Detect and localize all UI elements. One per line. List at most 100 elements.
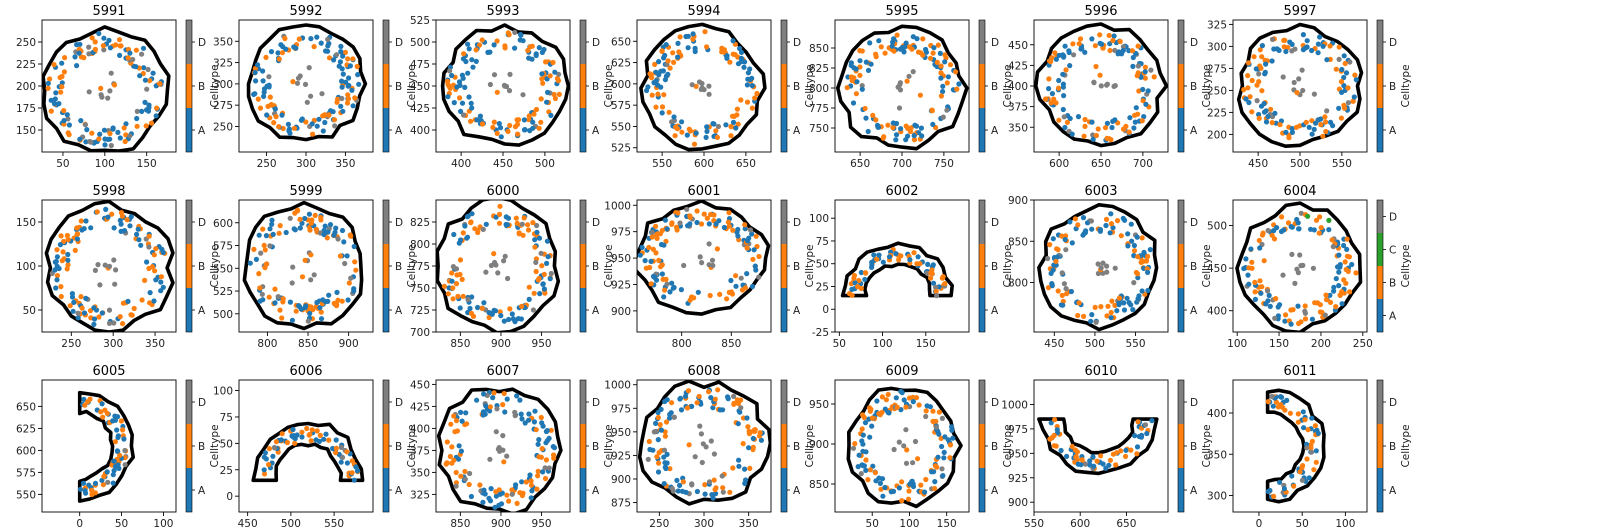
cell-point-B [261, 471, 268, 477]
cell-point-D [939, 415, 946, 421]
cell-point-B [918, 482, 924, 488]
cell-point-A [252, 91, 258, 97]
axes-frame [834, 379, 970, 513]
cell-point-A [938, 75, 944, 81]
cell-point-B [923, 476, 929, 483]
cell-point-A [1056, 52, 1062, 58]
cell-point-A [1141, 114, 1147, 120]
cell-point-B [1323, 128, 1329, 135]
cell-point-B [1279, 214, 1285, 220]
cell-point-A [911, 133, 917, 139]
cell-point-B [1120, 126, 1127, 132]
cell-point-A [338, 103, 344, 109]
cell-point-B [923, 408, 929, 414]
cell-point-A [1109, 124, 1115, 131]
cell-point-B [890, 125, 896, 131]
cell-point-B [538, 96, 544, 102]
colorbar-tick-label: D [793, 397, 801, 409]
cell-point-A [498, 313, 504, 319]
cell-point-B [747, 465, 753, 471]
plot-area [1037, 417, 1159, 476]
cell-point-A [1315, 41, 1321, 47]
cell-point-D [311, 272, 317, 278]
cell-point-A [1083, 228, 1089, 234]
colorbar-segment-B [186, 64, 192, 108]
cell-point-A [544, 238, 551, 244]
cell-point-B [98, 409, 104, 415]
y-tick-label: 200 [1207, 129, 1227, 141]
cell-point-B [663, 238, 669, 244]
cell-point-B [1107, 47, 1113, 54]
cell-point-D [88, 139, 94, 145]
cell-point-A [1121, 300, 1127, 306]
colorbar-label: Celltype [1201, 244, 1213, 287]
cell-point-D [940, 114, 946, 120]
cell-point-B [915, 456, 921, 462]
cell-point-B [1131, 248, 1138, 254]
cell-point-D [107, 88, 113, 94]
cell-point-B [1047, 59, 1054, 65]
cell-point-B [1327, 299, 1334, 305]
cell-point-D [1098, 83, 1104, 89]
cell-point-A [1111, 33, 1117, 39]
cell-point-D [1289, 251, 1295, 257]
cell-point-B [881, 134, 887, 140]
cell-point-B [899, 479, 905, 485]
cell-point-A [1090, 454, 1096, 460]
axes-frame [238, 379, 374, 513]
cell-point-A [918, 125, 925, 131]
colorbar-frame [579, 199, 587, 333]
cell-point-B [454, 272, 460, 278]
cell-point-A [703, 134, 709, 140]
cell-point-A [898, 388, 904, 394]
cell-point-A [678, 287, 685, 293]
cell-point-A [863, 449, 869, 455]
colorbar-label: Celltype [603, 64, 615, 107]
cell-point-A [325, 43, 331, 49]
cell-point-B [536, 454, 542, 460]
cell-point-A [481, 391, 487, 397]
cell-point-A [876, 38, 882, 44]
panel-title: 6004 [1283, 184, 1316, 199]
cell-point-D [1256, 71, 1262, 77]
cell-point-A [942, 434, 948, 440]
cell-point-A [530, 119, 536, 125]
cell-point-B [339, 298, 345, 304]
cell-point-B [1072, 447, 1078, 453]
cell-point-B [852, 441, 858, 447]
cell-point-B [1118, 448, 1124, 454]
cell-point-A [504, 396, 510, 402]
cell-point-A [1142, 69, 1148, 75]
cell-point-D [720, 489, 726, 495]
cell-point-B [348, 233, 354, 239]
cell-point-B [352, 259, 358, 265]
cell-point-B [335, 297, 341, 303]
cell-point-A [1306, 475, 1312, 481]
cell-point-A [59, 80, 65, 86]
cell-point-A [291, 226, 297, 232]
y-tick-label: 750 [809, 123, 829, 135]
cell-point-B [535, 277, 542, 283]
cell-point-D [501, 258, 507, 264]
cell-point-B [757, 430, 763, 436]
cell-point-B [272, 286, 278, 292]
cell-point-A [653, 420, 659, 426]
y-tick-label: 200 [16, 81, 36, 93]
cell-point-B [669, 400, 675, 406]
cell-point-A [536, 45, 542, 51]
cell-point-B [713, 485, 719, 491]
cell-point-A [72, 54, 78, 60]
cell-point-B [1305, 427, 1311, 433]
cell-point-A [275, 50, 281, 56]
cell-point-B [267, 94, 273, 100]
colorbar-tick-label: D [991, 217, 999, 229]
cell-point-B [657, 231, 664, 237]
cell-point-A [860, 432, 866, 438]
cell-point-B [859, 426, 865, 432]
cell-point-B [487, 404, 493, 410]
cell-point-B [92, 490, 98, 496]
cell-point-B [1108, 137, 1114, 143]
cell-point-B [1070, 41, 1076, 47]
cell-point-A [340, 108, 346, 114]
cell-point-B [1283, 312, 1289, 318]
